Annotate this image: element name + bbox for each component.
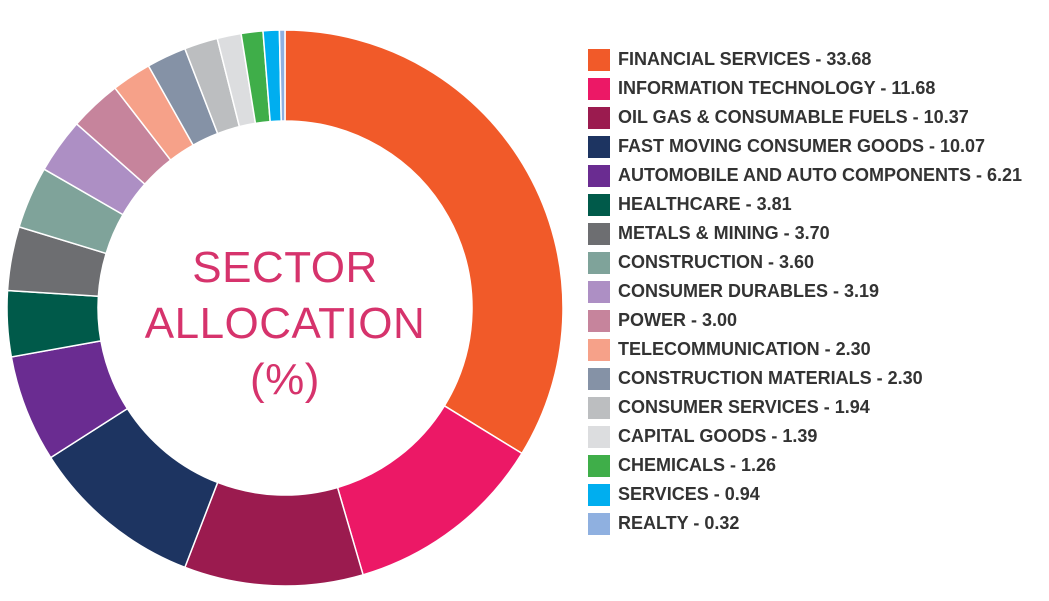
chart-title: SECTOR ALLOCATION (%)	[135, 240, 435, 408]
chart-title-line-2: ALLOCATION	[144, 299, 426, 348]
legend-item-16: SERVICES - 0.94	[588, 483, 1043, 507]
legend-swatch	[588, 426, 610, 448]
legend-item-8: CONSTRUCTION - 3.60	[588, 251, 1043, 275]
legend-label: CHEMICALS - 1.26	[618, 455, 777, 475]
legend-item-9: CONSUMER DURABLES - 3.19	[588, 280, 1043, 304]
legend-label: FINANCIAL SERVICES - 33.68	[618, 49, 872, 69]
donut-slice-17	[278, 29, 286, 122]
legend-item-15: CHEMICALS - 1.26	[588, 454, 1043, 478]
legend-item-10: POWER - 3.00	[588, 309, 1043, 333]
legend-label: CONSUMER SERVICES - 1.94	[618, 397, 870, 417]
legend-label: HEALTHCARE - 3.81	[618, 194, 792, 214]
legend-label: POWER - 3.00	[618, 310, 738, 330]
legend-item-14: CAPITAL GOODS - 1.39	[588, 425, 1043, 449]
legend-swatch	[588, 194, 610, 216]
legend-label: AUTOMOBILE AND AUTO COMPONENTS - 6.21	[618, 165, 1023, 185]
legend-item-13: CONSUMER SERVICES - 1.94	[588, 396, 1043, 420]
legend-item-11: TELECOMMUNICATION - 2.30	[588, 338, 1043, 362]
legend-item-2: INFORMATION TECHNOLOGY - 11.68	[588, 77, 1043, 101]
chart-legend: FINANCIAL SERVICES - 33.68 INFORMATION TE…	[588, 48, 1043, 541]
legend-label: FAST MOVING CONSUMER GOODS - 10.07	[618, 136, 986, 156]
legend-swatch	[588, 252, 610, 274]
legend-swatch	[588, 49, 610, 71]
legend-swatch	[588, 136, 610, 158]
legend-swatch	[588, 78, 610, 100]
legend-label: OIL GAS & CONSUMABLE FUELS - 10.37	[618, 107, 969, 127]
legend-item-1: FINANCIAL SERVICES - 33.68	[588, 48, 1043, 72]
legend-swatch	[588, 107, 610, 129]
sector-donut-chart	[6, 29, 564, 587]
legend-swatch	[588, 368, 610, 390]
legend-label: METALS & MINING - 3.70	[618, 223, 830, 243]
legend-swatch	[588, 397, 610, 419]
chart-title-line-3: (%)	[250, 355, 320, 404]
legend-label: INFORMATION TECHNOLOGY - 11.68	[618, 78, 936, 98]
legend-label: TELECOMMUNICATION - 2.30	[618, 339, 871, 359]
legend-item-7: METALS & MINING - 3.70	[588, 222, 1043, 246]
legend-label: CONSTRUCTION - 3.60	[618, 252, 815, 272]
legend-swatch	[588, 281, 610, 303]
legend-swatch	[588, 455, 610, 477]
legend-swatch	[588, 223, 610, 245]
legend-label: REALTY - 0.32	[618, 513, 740, 533]
legend-swatch	[588, 339, 610, 361]
legend-item-5: AUTOMOBILE AND AUTO COMPONENTS - 6.21	[588, 164, 1043, 188]
legend-item-6: HEALTHCARE - 3.81	[588, 193, 1043, 217]
legend-item-3: OIL GAS & CONSUMABLE FUELS - 10.37	[588, 106, 1043, 130]
legend-swatch	[588, 310, 610, 332]
chart-title-line-1: SECTOR	[192, 243, 378, 292]
legend-item-4: FAST MOVING CONSUMER GOODS - 10.07	[588, 135, 1043, 159]
legend-label: CONSUMER DURABLES - 3.19	[618, 281, 880, 301]
legend-swatch	[588, 513, 610, 535]
legend-label: CAPITAL GOODS - 1.39	[618, 426, 818, 446]
legend-label: SERVICES - 0.94	[618, 484, 760, 504]
legend-item-17: REALTY - 0.32	[588, 512, 1043, 536]
legend-swatch	[588, 484, 610, 506]
legend-item-12: CONSTRUCTION MATERIALS - 2.30	[588, 367, 1043, 391]
donut-slice-1	[284, 29, 564, 455]
legend-swatch	[588, 165, 610, 187]
legend-label: CONSTRUCTION MATERIALS - 2.30	[618, 368, 923, 388]
